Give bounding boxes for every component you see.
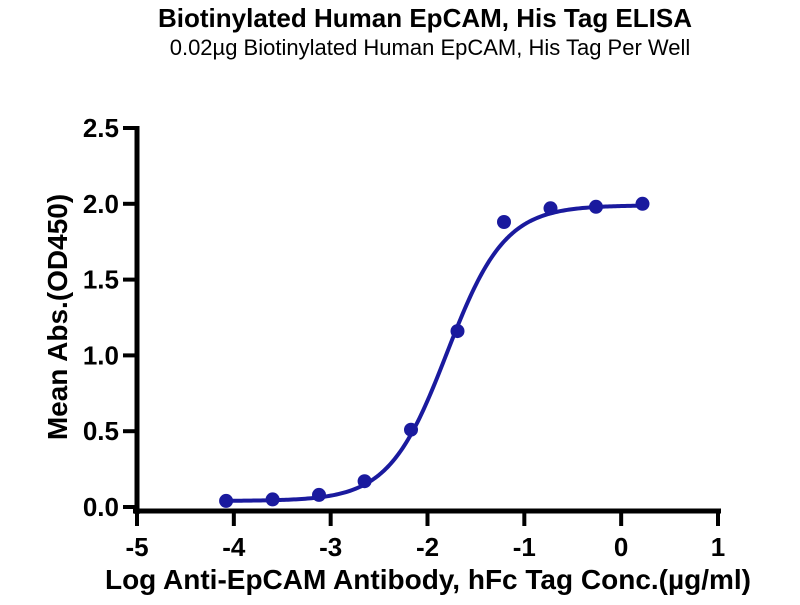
x-tick-label: -2 (416, 532, 439, 562)
data-point (450, 324, 465, 339)
y-tick-label: 2.5 (83, 113, 119, 143)
x-tick-label: -1 (513, 532, 536, 562)
data-point (543, 201, 558, 216)
data-points-layer (219, 196, 650, 508)
data-point (219, 493, 234, 508)
x-tick-label: -3 (319, 532, 342, 562)
data-point (312, 487, 326, 502)
x-axis-title: Log Anti-EpCAM Antibody, hFc Tag Conc.(µ… (105, 564, 751, 595)
y-tick-label: 2.0 (83, 189, 119, 219)
x-tick-label: -5 (125, 532, 148, 562)
y-tick-label: 0.0 (83, 492, 119, 522)
x-tick-label: -4 (222, 532, 246, 562)
y-axis-title: Mean Abs.(OD450) (42, 194, 73, 440)
x-tick-label: 0 (614, 532, 628, 562)
data-point (404, 422, 418, 437)
fit-curve-layer (224, 203, 645, 503)
chart-title: Biotinylated Human EpCAM, His Tag ELISA (158, 3, 692, 33)
y-tick-label: 1.0 (83, 340, 119, 370)
x-tick-label: 1 (711, 532, 725, 562)
data-point (497, 215, 511, 229)
fit-curve (224, 203, 645, 503)
axes (133, 126, 721, 514)
chart-subtitle: 0.02µg Biotinylated Human EpCAM, His Tag… (170, 35, 691, 60)
data-point (589, 199, 603, 214)
data-point (265, 492, 280, 507)
y-tick-label: 1.5 (83, 265, 119, 295)
tick-labels: 0.0 0.5 1.0 1.5 2.0 2.5 -5 -4 -3 -2 -1 0 1 (83, 113, 725, 562)
data-point (357, 474, 372, 489)
data-point (635, 196, 650, 211)
y-tick-label: 0.5 (83, 416, 119, 446)
tick-marks (123, 126, 720, 526)
